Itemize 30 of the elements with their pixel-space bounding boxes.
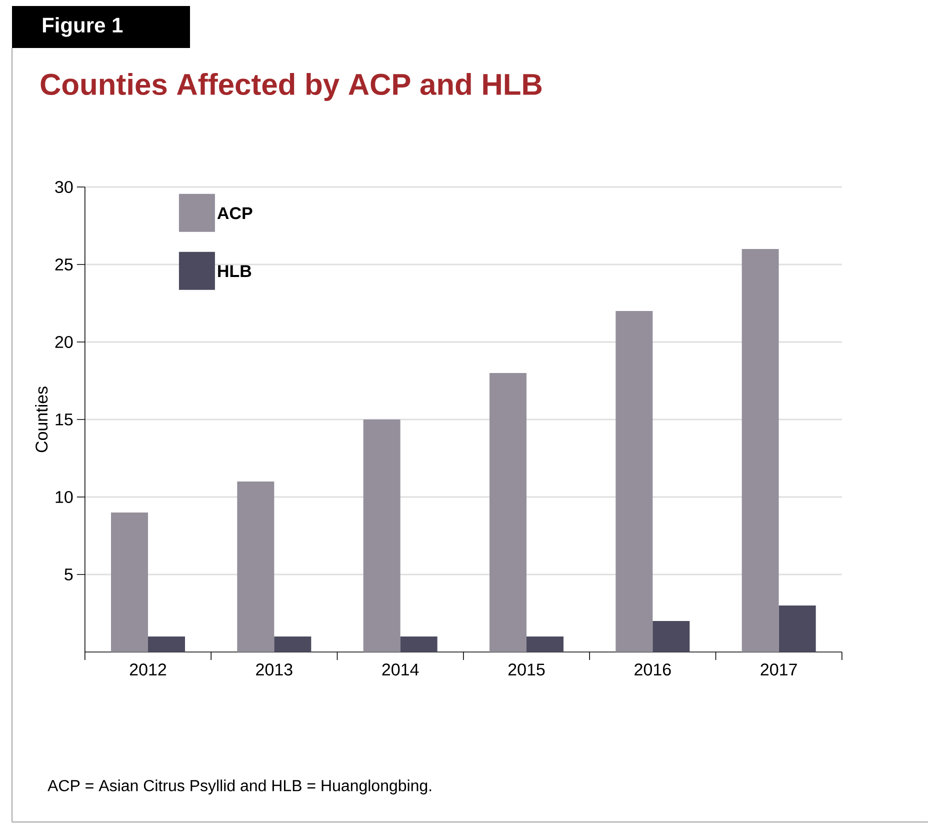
bar [490, 372, 526, 652]
x-tick-label: 2016 [634, 664, 671, 676]
x-tick-label: 2015 [508, 664, 545, 676]
bar [652, 620, 690, 652]
bar [742, 249, 779, 652]
x-tick-label: 2013 [256, 664, 292, 676]
caption: Figure 1 [42, 17, 123, 37]
x-tick-label: 2014 [382, 664, 419, 676]
y-axis-title: Counties [35, 386, 48, 452]
text: ACP = Asian Citrus Psyllid and HLB = Huanglongbing. [48, 780, 432, 794]
y-tick-label: 20 [55, 336, 73, 348]
bar [363, 420, 400, 652]
y-tick-label: 15 [56, 414, 73, 426]
legend-label: HLB [218, 265, 252, 277]
y-tick-label: 30 [55, 180, 73, 194]
bar [616, 310, 653, 652]
bar [526, 636, 564, 652]
legend-label: ACP [217, 207, 252, 220]
bar [274, 636, 312, 652]
bar [400, 636, 438, 652]
x-tick-label: 2017 [760, 664, 797, 676]
bar [237, 481, 274, 652]
x-tick-label: 2012 [130, 664, 166, 676]
bar [148, 636, 185, 652]
y-tick-label: 10 [56, 490, 73, 504]
bar [778, 606, 816, 652]
chart-title: Counties Affected by ACP and HLB [40, 73, 542, 101]
bar [111, 512, 148, 652]
y-tick-label: 5 [64, 568, 73, 580]
y-tick-label: 25 [55, 258, 73, 271]
